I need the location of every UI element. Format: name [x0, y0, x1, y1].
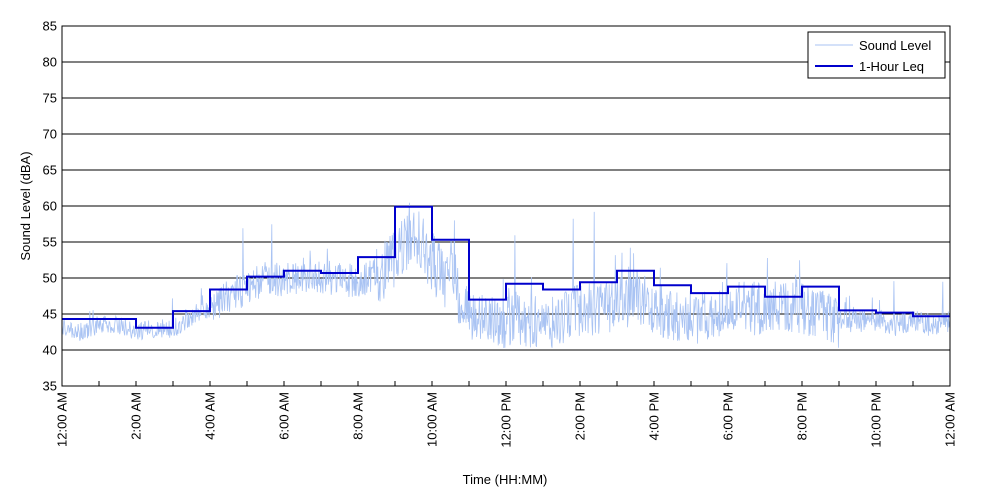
x-tick-label: 8:00 PM: [795, 392, 810, 440]
legend: Sound Level 1-Hour Leq: [807, 31, 946, 79]
y-tick-label: 70: [43, 127, 57, 142]
x-tick-label: 12:00 AM: [55, 392, 70, 447]
y-tick-label: 45: [43, 307, 57, 322]
y-tick-label: 80: [43, 55, 57, 70]
y-tick-label: 50: [43, 271, 57, 286]
x-tick-label: 6:00 PM: [721, 392, 736, 440]
legend-label: 1-Hour Leq: [859, 59, 924, 74]
y-tick-label: 65: [43, 163, 57, 178]
x-tick-label: 4:00 PM: [647, 392, 662, 440]
y-tick-label: 75: [43, 91, 57, 106]
leq-step-line: [62, 205, 950, 329]
x-tick-label: 2:00 PM: [573, 392, 588, 440]
x-tick-label: 8:00 AM: [351, 392, 366, 440]
x-tick-label: 12:00 PM: [499, 392, 514, 448]
x-tick-label: 2:00 AM: [129, 392, 144, 440]
y-tick-label: 35: [43, 379, 57, 394]
y-tick-label: 60: [43, 199, 57, 214]
legend-box: [807, 31, 946, 79]
legend-label: Sound Level: [859, 38, 931, 53]
y-axis: 35 40 45 50 55 60 65 70 75 80 85: [43, 19, 57, 394]
x-tick-label: 6:00 AM: [277, 392, 292, 440]
y-tick-label: 40: [43, 343, 57, 358]
x-axis-label: Time (HH:MM): [463, 472, 548, 487]
x-tick-label: 10:00 PM: [869, 392, 884, 448]
x-tick-label: 10:00 AM: [425, 392, 440, 447]
y-tick-label: 55: [43, 235, 57, 250]
x-tick-label: 12:00 AM: [943, 392, 958, 447]
y-axis-label: Sound Level (dBA): [18, 151, 33, 260]
x-tick-label: 4:00 AM: [203, 392, 218, 440]
x-axis: 12:00 AM 2:00 AM 4:00 AM 6:00 AM 8:00 AM 10:0…: [55, 381, 958, 448]
y-tick-label: 85: [43, 19, 57, 34]
leq-series: [62, 205, 950, 329]
